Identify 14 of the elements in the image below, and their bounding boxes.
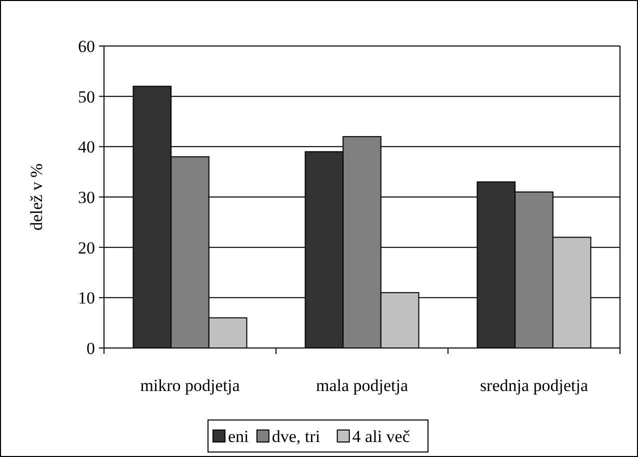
y-tick-label: 0 [86, 338, 95, 358]
x-tick-label: mikro podjetja [140, 376, 240, 395]
y-tick-label: 60 [78, 36, 95, 56]
legend-label: dve, tri [272, 427, 320, 446]
y-axis-title: delež v % [27, 163, 46, 231]
x-tick-label: srednja podjetja [480, 376, 588, 395]
y-tick-label: 40 [78, 138, 95, 157]
y-tick-label: 30 [78, 188, 95, 207]
x-tick-label: mala podjetja [316, 376, 408, 395]
legend-label: eni [228, 427, 250, 446]
y-tick-label: 10 [78, 288, 95, 308]
legend-label: 4 ali več [352, 427, 410, 446]
y-tick-label: 50 [78, 87, 95, 106]
y-tick-label: 20 [78, 238, 95, 258]
